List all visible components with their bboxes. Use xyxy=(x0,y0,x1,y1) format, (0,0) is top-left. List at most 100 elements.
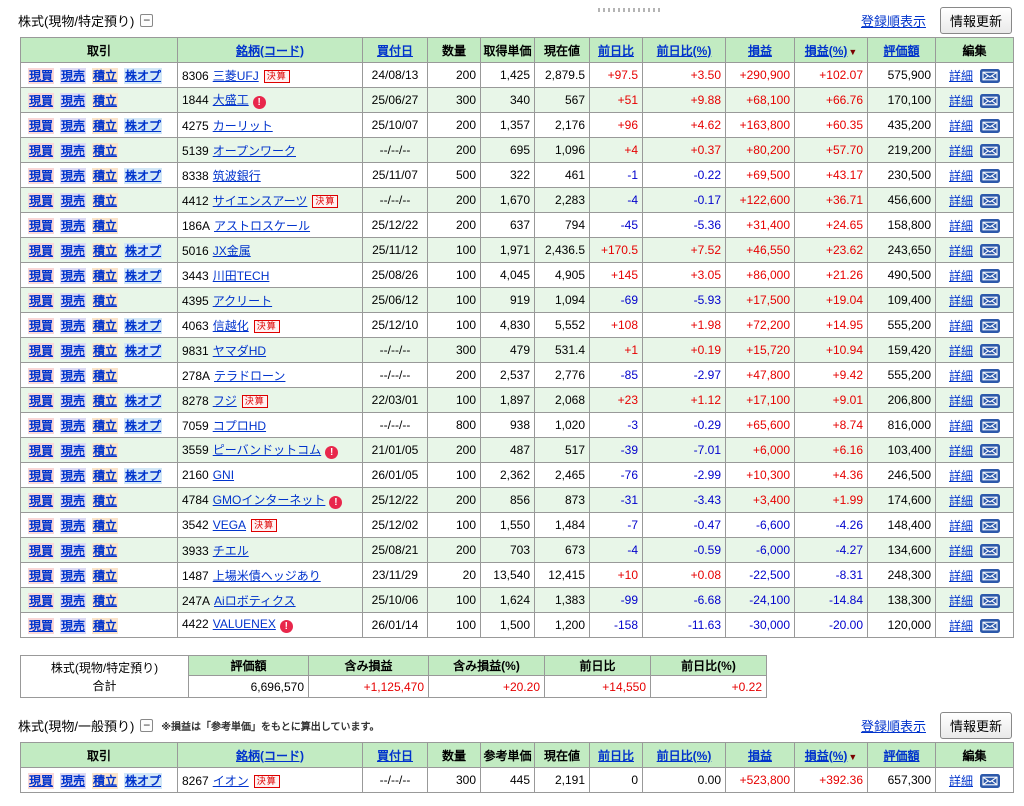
mail-icon[interactable] xyxy=(980,119,1000,134)
trade-link-kabuop[interactable]: 株オプ xyxy=(124,117,163,134)
trade-link-kabuop[interactable]: 株オプ xyxy=(124,67,163,84)
stock-name-link[interactable]: GMOインターネット xyxy=(212,493,326,507)
trade-link-tsumitate[interactable]: 積立 xyxy=(92,517,119,534)
trade-link-tsumitate[interactable]: 積立 xyxy=(92,392,119,409)
stock-name-link[interactable]: 川田TECH xyxy=(212,268,270,283)
trade-link-genuri[interactable]: 現売 xyxy=(60,367,87,384)
mail-icon[interactable] xyxy=(980,219,1000,234)
trade-link-tsumitate[interactable]: 積立 xyxy=(92,192,119,209)
trade-link-genbai[interactable]: 現買 xyxy=(28,217,55,234)
stock-name-link[interactable]: 大盛工 xyxy=(212,93,249,107)
detail-link[interactable]: 詳細 xyxy=(948,318,973,333)
trade-link-genbai[interactable]: 現買 xyxy=(28,542,55,559)
trade-link-genbai[interactable]: 現買 xyxy=(28,772,55,789)
trade-link-genbai[interactable]: 現買 xyxy=(28,142,55,159)
detail-link[interactable]: 詳細 xyxy=(948,68,973,83)
collapse-toggle-icon[interactable]: − xyxy=(140,13,154,27)
stock-name-link[interactable]: コプロHD xyxy=(212,418,267,433)
trade-link-genuri[interactable]: 現売 xyxy=(60,567,87,584)
trade-link-genbai[interactable]: 現買 xyxy=(28,442,55,459)
detail-link[interactable]: 詳細 xyxy=(948,293,973,308)
mail-icon[interactable] xyxy=(980,419,1000,434)
trade-link-genuri[interactable]: 現売 xyxy=(60,592,87,609)
trade-link-tsumitate[interactable]: 積立 xyxy=(92,92,119,109)
stock-name-link[interactable]: カーリット xyxy=(212,118,273,133)
trade-link-tsumitate[interactable]: 積立 xyxy=(92,617,119,634)
stock-name-link[interactable]: JX金属 xyxy=(212,243,251,258)
detail-link[interactable]: 詳細 xyxy=(948,168,973,183)
detail-link[interactable]: 詳細 xyxy=(948,268,973,283)
detail-link[interactable]: 詳細 xyxy=(948,393,973,408)
trade-link-genuri[interactable]: 現売 xyxy=(60,267,87,284)
trade-link-tsumitate[interactable]: 積立 xyxy=(92,342,119,359)
trade-link-genbai[interactable]: 現買 xyxy=(28,517,55,534)
mail-icon[interactable] xyxy=(980,244,1000,259)
trade-link-genuri[interactable]: 現売 xyxy=(60,92,87,109)
mail-icon[interactable] xyxy=(980,494,1000,509)
trade-link-kabuop[interactable]: 株オプ xyxy=(124,392,163,409)
trade-link-genbai[interactable]: 現買 xyxy=(28,392,55,409)
mail-icon[interactable] xyxy=(980,69,1000,84)
detail-link[interactable]: 詳細 xyxy=(948,243,973,258)
stock-name-link[interactable]: フジ xyxy=(212,393,237,408)
trade-link-kabuop[interactable]: 株オプ xyxy=(124,242,163,259)
trade-link-genbai[interactable]: 現買 xyxy=(28,67,55,84)
trade-link-genuri[interactable]: 現売 xyxy=(60,392,87,409)
trade-link-genbai[interactable]: 現買 xyxy=(28,492,55,509)
mail-icon[interactable] xyxy=(980,774,1000,789)
detail-link[interactable]: 詳細 xyxy=(948,368,973,383)
mail-icon[interactable] xyxy=(980,469,1000,484)
trade-link-genuri[interactable]: 現売 xyxy=(60,417,87,434)
trade-link-kabuop[interactable]: 株オプ xyxy=(124,417,163,434)
stock-name-link[interactable]: 筑波銀行 xyxy=(212,168,261,183)
trade-link-genbai[interactable]: 現買 xyxy=(28,167,55,184)
trade-link-genuri[interactable]: 現売 xyxy=(60,67,87,84)
sort-order-link[interactable]: 登録順表示 xyxy=(860,13,926,29)
detail-link[interactable]: 詳細 xyxy=(948,193,973,208)
trade-link-tsumitate[interactable]: 積立 xyxy=(92,367,119,384)
refresh-button[interactable]: 情報更新 xyxy=(939,711,1012,739)
mail-icon[interactable] xyxy=(980,594,1000,609)
detail-link[interactable]: 詳細 xyxy=(948,218,973,233)
trade-link-tsumitate[interactable]: 積立 xyxy=(92,167,119,184)
detail-link[interactable]: 詳細 xyxy=(948,618,973,633)
trade-link-tsumitate[interactable]: 積立 xyxy=(92,267,119,284)
stock-name-link[interactable]: VALUENEX xyxy=(212,617,276,631)
trade-link-genuri[interactable]: 現売 xyxy=(60,772,87,789)
detail-link[interactable]: 詳細 xyxy=(948,418,973,433)
trade-link-genbai[interactable]: 現買 xyxy=(28,292,55,309)
trade-link-tsumitate[interactable]: 積立 xyxy=(92,567,119,584)
detail-link[interactable]: 詳細 xyxy=(948,93,973,108)
trade-link-tsumitate[interactable]: 積立 xyxy=(92,492,119,509)
trade-link-tsumitate[interactable]: 積立 xyxy=(92,292,119,309)
trade-link-genuri[interactable]: 現売 xyxy=(60,292,87,309)
detail-link[interactable]: 詳細 xyxy=(948,593,973,608)
mail-icon[interactable] xyxy=(980,344,1000,359)
stock-name-link[interactable]: イオン xyxy=(212,773,249,788)
collapse-toggle-icon[interactable]: − xyxy=(140,718,154,732)
detail-link[interactable]: 詳細 xyxy=(948,343,973,358)
detail-link[interactable]: 詳細 xyxy=(948,118,973,133)
trade-link-genbai[interactable]: 現買 xyxy=(28,317,55,334)
detail-link[interactable]: 詳細 xyxy=(948,443,973,458)
stock-name-link[interactable]: テラドローン xyxy=(214,368,286,383)
detail-link[interactable]: 詳細 xyxy=(948,543,973,558)
trade-link-genuri[interactable]: 現売 xyxy=(60,342,87,359)
trade-link-genbai[interactable]: 現買 xyxy=(28,117,55,134)
detail-link[interactable]: 詳細 xyxy=(948,568,973,583)
stock-name-link[interactable]: サイエンスアーツ xyxy=(212,193,308,208)
trade-link-kabuop[interactable]: 株オプ xyxy=(124,317,163,334)
refresh-button[interactable]: 情報更新 xyxy=(939,6,1012,34)
mail-icon[interactable] xyxy=(980,169,1000,184)
trade-link-genbai[interactable]: 現買 xyxy=(28,617,55,634)
trade-link-kabuop[interactable]: 株オプ xyxy=(124,267,163,284)
stock-name-link[interactable]: GNI xyxy=(212,468,235,482)
trade-link-genuri[interactable]: 現売 xyxy=(60,217,87,234)
trade-link-genuri[interactable]: 現売 xyxy=(60,117,87,134)
trade-link-genuri[interactable]: 現売 xyxy=(60,192,87,209)
trade-link-tsumitate[interactable]: 積立 xyxy=(92,542,119,559)
detail-link[interactable]: 詳細 xyxy=(948,468,973,483)
trade-link-genbai[interactable]: 現買 xyxy=(28,92,55,109)
detail-link[interactable]: 詳細 xyxy=(948,493,973,508)
trade-link-genuri[interactable]: 現売 xyxy=(60,142,87,159)
